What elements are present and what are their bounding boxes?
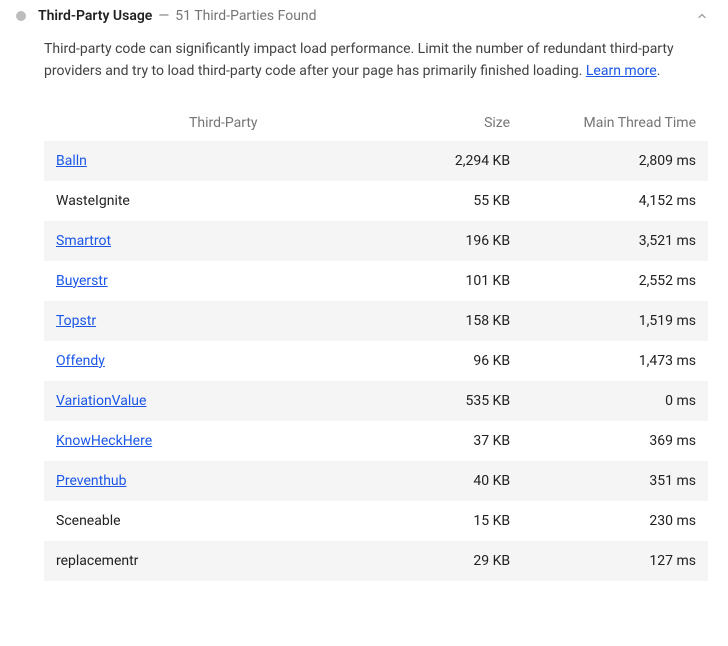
cell-main-thread-time: 127 ms xyxy=(522,541,708,581)
cell-size: 15 KB xyxy=(403,501,523,541)
third-party-name: replacementr xyxy=(56,553,138,569)
table-row: Preventhub 40 KB351 ms xyxy=(44,461,708,501)
third-party-link[interactable]: Balln xyxy=(56,153,87,169)
third-party-link[interactable]: Buyerstr xyxy=(56,273,108,289)
table-row: replacementr 29 KB127 ms xyxy=(44,541,708,581)
cell-main-thread-time: 0 ms xyxy=(522,381,708,421)
third-party-name: Sceneable xyxy=(56,513,121,529)
third-party-link[interactable]: Smartrot xyxy=(56,233,111,249)
cell-size: 535 KB xyxy=(403,381,523,421)
table-row: VariationValue 535 KB0 ms xyxy=(44,381,708,421)
third-party-link[interactable]: VariationValue xyxy=(56,393,146,409)
third-party-link[interactable]: Preventhub xyxy=(56,473,127,489)
cell-size: 196 KB xyxy=(403,221,523,261)
third-party-table: Third-Party Size Main Thread Time Balln 2… xyxy=(44,105,708,581)
third-party-usage-panel: Third-Party Usage — 51 Third-Parties Fou… xyxy=(0,0,728,581)
third-party-link[interactable]: Offendy xyxy=(56,353,105,369)
third-party-name: WasteIgnite xyxy=(56,193,130,209)
cell-third-party: Smartrot xyxy=(44,221,403,261)
chevron-up-icon[interactable] xyxy=(696,10,712,22)
table-row: Balln 2,294 KB2,809 ms xyxy=(44,141,708,181)
cell-third-party: Preventhub xyxy=(44,461,403,501)
cell-third-party: Offendy xyxy=(44,341,403,381)
col-header-third-party: Third-Party xyxy=(44,105,403,141)
cell-size: 29 KB xyxy=(403,541,523,581)
cell-third-party: replacementr xyxy=(44,541,403,581)
cell-main-thread-time: 369 ms xyxy=(522,421,708,461)
third-party-link[interactable]: Topstr xyxy=(56,313,96,329)
cell-size: 37 KB xyxy=(403,421,523,461)
panel-title: Third-Party Usage xyxy=(38,8,152,24)
panel-header[interactable]: Third-Party Usage — 51 Third-Parties Fou… xyxy=(16,6,712,38)
col-header-main-thread-time: Main Thread Time xyxy=(522,105,708,141)
table-row: WasteIgnite 55 KB4,152 ms xyxy=(44,181,708,221)
description-suffix: . xyxy=(657,63,661,79)
cell-size: 158 KB xyxy=(403,301,523,341)
cell-size: 55 KB xyxy=(403,181,523,221)
cell-main-thread-time: 230 ms xyxy=(522,501,708,541)
cell-main-thread-time: 2,809 ms xyxy=(522,141,708,181)
panel-subtitle: 51 Third-Parties Found xyxy=(175,8,316,24)
title-separator: — xyxy=(158,8,169,24)
cell-size: 101 KB xyxy=(403,261,523,301)
cell-size: 96 KB xyxy=(403,341,523,381)
cell-size: 2,294 KB xyxy=(403,141,523,181)
cell-main-thread-time: 1,519 ms xyxy=(522,301,708,341)
table-row: Topstr 158 KB1,519 ms xyxy=(44,301,708,341)
description-text: Third-party code can significantly impac… xyxy=(44,41,674,79)
panel-body: Third-party code can significantly impac… xyxy=(16,38,712,581)
table-row: Offendy 96 KB1,473 ms xyxy=(44,341,708,381)
cell-main-thread-time: 3,521 ms xyxy=(522,221,708,261)
table-header-row: Third-Party Size Main Thread Time xyxy=(44,105,708,141)
third-party-link[interactable]: KnowHeckHere xyxy=(56,433,152,449)
cell-third-party: KnowHeckHere xyxy=(44,421,403,461)
table-row: Sceneable 15 KB230 ms xyxy=(44,501,708,541)
table-row: Smartrot 196 KB3,521 ms xyxy=(44,221,708,261)
cell-third-party: WasteIgnite xyxy=(44,181,403,221)
cell-third-party: VariationValue xyxy=(44,381,403,421)
table-row: KnowHeckHere 37 KB369 ms xyxy=(44,421,708,461)
cell-main-thread-time: 4,152 ms xyxy=(522,181,708,221)
cell-third-party: Topstr xyxy=(44,301,403,341)
cell-third-party: Balln xyxy=(44,141,403,181)
panel-description: Third-party code can significantly impac… xyxy=(44,38,708,83)
col-header-size: Size xyxy=(403,105,523,141)
status-dot-icon xyxy=(16,11,26,21)
cell-main-thread-time: 2,552 ms xyxy=(522,261,708,301)
cell-size: 40 KB xyxy=(403,461,523,501)
cell-main-thread-time: 1,473 ms xyxy=(522,341,708,381)
cell-third-party: Sceneable xyxy=(44,501,403,541)
cell-third-party: Buyerstr xyxy=(44,261,403,301)
learn-more-link[interactable]: Learn more xyxy=(586,63,657,79)
cell-main-thread-time: 351 ms xyxy=(522,461,708,501)
table-row: Buyerstr 101 KB2,552 ms xyxy=(44,261,708,301)
